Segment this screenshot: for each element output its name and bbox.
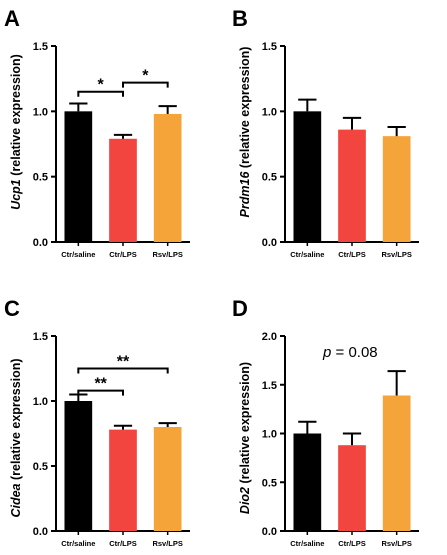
bar-a-2 bbox=[109, 138, 137, 242]
y-tick-label-c: 0.5 bbox=[33, 461, 48, 473]
bar-a-1 bbox=[64, 111, 93, 242]
panel-d: D Dio2 (relative expression) p = 0.08 0.… bbox=[232, 296, 419, 548]
significance-label-c-1: ** bbox=[94, 376, 107, 393]
significance-label-c-2: ** bbox=[117, 354, 130, 371]
x-tick-label-d: Ctr/LPS bbox=[338, 539, 366, 548]
y-tick-label-c: 1.5 bbox=[33, 331, 48, 343]
y-tick-label-a: 1.5 bbox=[33, 41, 48, 53]
y-tick-label-a: 0.5 bbox=[33, 172, 48, 184]
significance-bracket-a-2 bbox=[122, 81, 169, 88]
panel-a: A Ucp1 (relative expression) 0.0 0.5 1.0 1.… bbox=[4, 6, 190, 259]
panel-c: C Cidea (relative expression) 0.0 0.5 1.0 1… bbox=[4, 296, 190, 548]
plot-area-b: 0.0 0.5 1.0 1.5 Ctr/saline Ctr/LPS Rsv/LPS bbox=[262, 41, 419, 259]
panel-letter-d: D bbox=[232, 296, 248, 321]
bar-c-2 bbox=[109, 429, 137, 531]
y-tick-label-b: 0.0 bbox=[262, 237, 277, 249]
y-tick-label-c: 0.0 bbox=[33, 526, 48, 538]
x-tick-label-a: Ctr/LPS bbox=[109, 250, 137, 259]
bar-d-3 bbox=[382, 395, 411, 531]
y-tick-label-a: 1.0 bbox=[33, 106, 48, 118]
bar-d-2 bbox=[338, 445, 366, 531]
y-tick-label-c: 1.0 bbox=[33, 396, 48, 408]
significance-bracket-a-1 bbox=[77, 90, 124, 97]
y-tick-label-b: 0.5 bbox=[262, 172, 277, 184]
y-tick-label-d: 0.0 bbox=[262, 526, 277, 538]
y-axis-label-c: Cidea (relative expression) bbox=[9, 358, 23, 517]
x-tick-label-d: Rsv/LPS bbox=[381, 539, 411, 548]
significance-bracket-c-2 bbox=[77, 367, 169, 374]
bar-c-1 bbox=[64, 401, 93, 531]
x-tick-label-b: Ctr/LPS bbox=[338, 250, 366, 259]
y-axis-label-a: Ucp1 (relative expression) bbox=[9, 54, 23, 210]
y-tick-label-a: 0.0 bbox=[33, 237, 48, 249]
panel-letter-b: B bbox=[232, 6, 248, 31]
y-tick-label-d: 2.0 bbox=[262, 331, 277, 343]
plot-area-c: 0.0 0.5 1.0 1.5 Ctr/saline Ctr/LPS Rsv/LPS ** ** bbox=[33, 331, 190, 548]
significance-bracket-c-1 bbox=[77, 389, 124, 396]
panel-letter-a: A bbox=[4, 6, 20, 31]
y-tick-label-d: 1.0 bbox=[262, 429, 277, 441]
y-tick-label-b: 1.5 bbox=[262, 41, 277, 53]
x-tick-label-d: Ctr/saline bbox=[290, 539, 324, 548]
bar-d-1 bbox=[293, 433, 322, 531]
bar-b-3 bbox=[382, 136, 411, 242]
x-tick-label-b: Rsv/LPS bbox=[381, 250, 411, 259]
significance-label-a-2: * bbox=[142, 68, 149, 85]
x-tick-label-a: Rsv/LPS bbox=[152, 250, 182, 259]
panel-letter-c: C bbox=[4, 296, 20, 321]
x-tick-label-c: Rsv/LPS bbox=[152, 539, 182, 548]
bar-c-3 bbox=[153, 427, 182, 531]
y-axis-label-b: Prdm16 (relative expression) bbox=[238, 47, 252, 218]
x-tick-label-b: Ctr/saline bbox=[290, 250, 324, 259]
bar-a-3 bbox=[153, 113, 182, 243]
bar-b-1 bbox=[293, 111, 322, 242]
p-value-annotation-d: p = 0.08 bbox=[322, 344, 378, 361]
bar-b-2 bbox=[338, 129, 366, 242]
significance-label-a-1: * bbox=[98, 77, 105, 94]
y-tick-label-b: 1.0 bbox=[262, 106, 277, 118]
plot-area-d: 0.0 0.5 1.0 1.5 2.0 Ctr/saline Ctr/LPS Rsv/LPS bbox=[262, 331, 419, 548]
plot-area-a: 0.0 0.5 1.0 1.5 Ctr/saline Ctr/LPS Rsv/LPS * * bbox=[33, 41, 190, 259]
y-tick-label-d: 0.5 bbox=[262, 477, 277, 489]
y-axis-label-d: Dio2 (relative expression) bbox=[238, 362, 252, 514]
panel-b: B Prdm16 (relative expression) 0.0 0.5 1.0… bbox=[232, 6, 419, 259]
x-tick-label-a: Ctr/saline bbox=[61, 250, 95, 259]
y-tick-label-d: 1.5 bbox=[262, 380, 277, 392]
x-tick-label-c: Ctr/saline bbox=[61, 539, 95, 548]
x-tick-label-c: Ctr/LPS bbox=[109, 539, 137, 548]
